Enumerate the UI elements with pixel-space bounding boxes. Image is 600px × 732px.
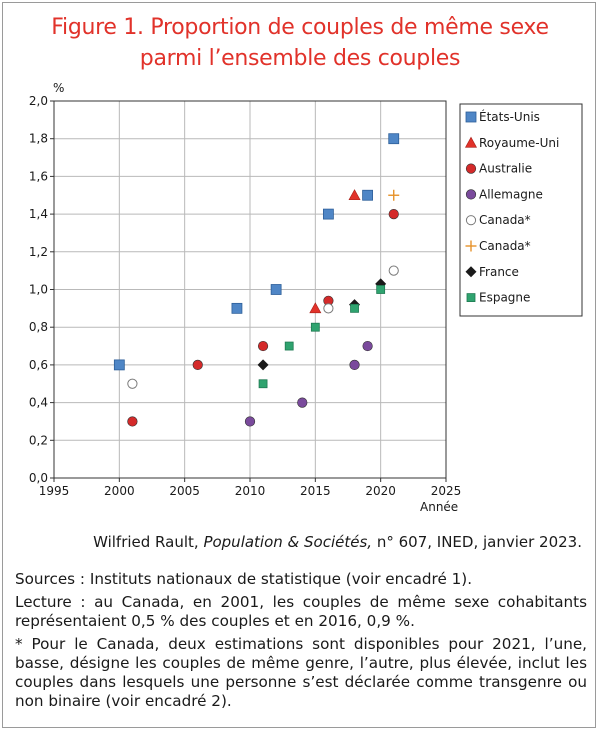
data-point (388, 189, 400, 201)
legend-marker (465, 189, 477, 200)
data-point (127, 416, 138, 427)
legend-marker (465, 111, 477, 123)
data-point (362, 189, 374, 201)
y-tick-label: 2,0 (29, 94, 48, 108)
legend-marker (465, 163, 477, 174)
legend-label: France (479, 265, 519, 279)
legend-marker (464, 136, 478, 148)
y-tick-label: 0,2 (29, 433, 48, 447)
y-tick-label: 1,0 (29, 283, 48, 297)
legend-marker (465, 240, 477, 252)
figure-title: Figure 1. Proportion de couples de même … (0, 12, 600, 74)
data-point (257, 359, 269, 371)
data-point (257, 340, 269, 352)
title-line-1: Figure 1. Proportion de couples de même … (51, 15, 549, 40)
data-point (322, 208, 334, 220)
data-point (362, 340, 373, 352)
series-3 (244, 340, 373, 427)
data-point (231, 302, 243, 314)
data-points (113, 133, 400, 427)
legend-label: Australie (479, 162, 532, 176)
y-tick-label: 0,6 (29, 358, 48, 372)
y-tick-label: 1,8 (29, 132, 48, 146)
y-tick-label: 1,2 (29, 245, 48, 259)
y-tick-label: 1,4 (29, 207, 48, 221)
data-point (388, 265, 399, 276)
scatter-chart: 1995 2000 2005 2010 2015 2020 2025 0,0 0,2 0,4 0,6… (29, 81, 583, 514)
chart-axes (50, 100, 447, 482)
x-tick-label: 1995 (39, 484, 70, 498)
legend-label: États-Unis (479, 109, 540, 124)
legend-marker (466, 293, 476, 303)
y-tick-label: 0,0 (29, 471, 48, 485)
data-point (348, 189, 361, 201)
legend-label: Royaume-Uni (479, 136, 559, 150)
x-tick-label: 2025 (431, 484, 462, 498)
axis-tick-labels: 1995 2000 2005 2010 2015 2020 2025 0,0 0,2 0,4 0,6… (29, 94, 461, 498)
sources-note: Sources : Instituts nationaux de statist… (15, 570, 473, 588)
data-point (349, 359, 360, 371)
y-tick-label: 0,4 (29, 396, 48, 410)
y-axis-label: % (53, 81, 64, 95)
x-axis-label: Année (420, 500, 458, 514)
data-point (192, 359, 203, 371)
source-credit: Wilfried Rault, Population & Sociétés, n… (0, 533, 582, 551)
series-5 (388, 189, 400, 201)
data-point (388, 133, 400, 145)
credit-rest: n° 607, INED, janvier 2023. (372, 533, 582, 551)
y-tick-label: 1,6 (29, 169, 48, 183)
series-2 (127, 209, 399, 427)
x-tick-label: 2005 (169, 484, 200, 498)
series-4 (127, 265, 399, 389)
legend-marker (465, 266, 477, 278)
footnote: * Pour le Canada, deux estimations sont … (15, 635, 587, 710)
legend-label: Canada* (479, 239, 531, 253)
legend-label: Espagne (479, 291, 530, 305)
data-point (297, 397, 308, 408)
x-tick-label: 2010 (235, 484, 266, 498)
data-point (244, 416, 256, 427)
series-1 (309, 189, 361, 314)
legend-marker (465, 215, 477, 226)
y-tick-label: 0,8 (29, 320, 48, 334)
data-point (388, 209, 399, 220)
lecture-note: Lecture : au Canada, en 2001, les couple… (15, 593, 587, 630)
legend-label: Canada* (479, 213, 531, 227)
series-0 (113, 133, 400, 371)
data-point (350, 303, 359, 313)
data-point (113, 359, 125, 371)
credit-journal: Population & Sociétés, (203, 533, 373, 551)
plot-frame (53, 100, 447, 479)
data-point (376, 285, 386, 294)
notes: Sources : Instituts nationaux de statist… (15, 570, 587, 715)
data-point (270, 284, 282, 295)
x-tick-label: 2015 (300, 484, 331, 498)
series-7 (258, 285, 386, 389)
data-point (258, 379, 268, 389)
data-point (323, 303, 334, 314)
legend: États-Unis Royaume-Uni Australie Allemagne C… (459, 103, 583, 317)
legend-label: Allemagne (479, 187, 543, 201)
data-point (310, 322, 320, 332)
x-tick-label: 2000 (104, 484, 135, 498)
data-point (309, 302, 322, 314)
data-point (127, 378, 138, 389)
title-line-2: parmi l’ensemble des couples (139, 46, 461, 71)
legend-box (459, 103, 583, 317)
x-tick-label: 2020 (365, 484, 396, 498)
data-point (284, 341, 294, 351)
credit-author: Wilfried Rault, (93, 533, 204, 551)
